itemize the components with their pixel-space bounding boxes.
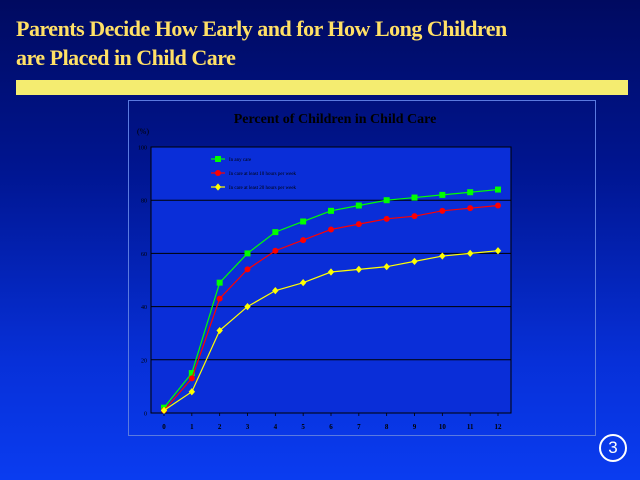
x-tick-label: 3 bbox=[246, 423, 250, 431]
data-point-s1-10 bbox=[439, 207, 446, 214]
x-tick-label: 6 bbox=[329, 423, 333, 431]
data-point-s2-0 bbox=[160, 406, 168, 414]
plot-background bbox=[150, 146, 512, 414]
x-tick-label: 1 bbox=[190, 423, 194, 431]
data-point-s0-6 bbox=[328, 207, 334, 214]
x-tick-label: 5 bbox=[301, 423, 305, 431]
y-tick-label: 0 bbox=[144, 412, 147, 418]
legend-marker-0 bbox=[215, 156, 221, 162]
legend-label-2: In care at least 20 hours per week bbox=[229, 186, 297, 191]
line-chart: Percent of Children in Child Care (%) 0 2… bbox=[137, 112, 512, 431]
data-point-s0-7 bbox=[355, 202, 362, 209]
data-point-s2-12 bbox=[494, 247, 502, 255]
chart-frame: Percent of Children in Child Care (%) 0 2… bbox=[128, 100, 596, 436]
x-tick-label: 11 bbox=[467, 423, 474, 431]
data-point-s0-9 bbox=[411, 194, 418, 201]
data-point-s1-6 bbox=[328, 226, 334, 233]
title-underline-bar bbox=[16, 80, 628, 95]
data-point-s1-1 bbox=[188, 375, 195, 382]
chart-title: Percent of Children in Child Care bbox=[234, 112, 437, 127]
y-axis-label: (%) bbox=[137, 127, 149, 136]
data-point-s0-8 bbox=[383, 197, 390, 204]
legend-marker-1 bbox=[215, 170, 221, 176]
data-point-s1-5 bbox=[300, 237, 307, 244]
legend-marker-2 bbox=[214, 183, 222, 191]
y-tick-label: 60 bbox=[141, 252, 147, 258]
data-point-s1-7 bbox=[355, 221, 362, 228]
x-tick-label: 9 bbox=[413, 423, 417, 431]
x-tick-label: 12 bbox=[495, 423, 503, 431]
data-point-s0-4 bbox=[272, 229, 279, 236]
slide-title: Parents Decide How Early and for How Lon… bbox=[16, 14, 616, 72]
data-point-s0-3 bbox=[244, 250, 251, 257]
data-point-s2-11 bbox=[466, 249, 474, 257]
y-tick-label: 100 bbox=[138, 146, 147, 152]
x-tick-label: 2 bbox=[218, 423, 222, 431]
x-tick-label: 8 bbox=[385, 423, 389, 431]
data-point-s2-9 bbox=[411, 257, 418, 265]
data-point-s0-5 bbox=[300, 218, 307, 225]
y-tick-label: 80 bbox=[141, 199, 147, 205]
data-point-s0-12 bbox=[495, 186, 501, 193]
data-point-s0-11 bbox=[467, 189, 474, 196]
data-point-s0-1 bbox=[188, 370, 195, 377]
slide-title-line-1: Parents Decide How Early and for How Lon… bbox=[16, 16, 507, 41]
data-point-s1-8 bbox=[383, 215, 390, 222]
x-tick-label: 0 bbox=[162, 423, 166, 431]
data-point-s2-6 bbox=[327, 268, 335, 276]
legend-label-1: In care at least 10 hours per week bbox=[229, 172, 297, 177]
data-point-s1-11 bbox=[467, 205, 474, 212]
data-point-s1-4 bbox=[272, 247, 279, 254]
data-point-s2-1 bbox=[188, 388, 196, 396]
legend-label-0: In any care bbox=[229, 158, 252, 163]
y-tick-label: 40 bbox=[141, 305, 147, 311]
data-point-s1-9 bbox=[411, 213, 418, 220]
y-tick-label: 20 bbox=[141, 358, 147, 364]
slide-title-line-2: are Placed in Child Care bbox=[16, 45, 236, 70]
data-point-s2-8 bbox=[383, 263, 390, 271]
data-point-s0-2 bbox=[216, 279, 223, 286]
page-number-badge: 3 bbox=[599, 434, 627, 462]
x-tick-label: 7 bbox=[357, 423, 361, 431]
data-point-s1-12 bbox=[495, 202, 501, 209]
x-tick-label: 10 bbox=[439, 423, 447, 431]
x-tick-label: 4 bbox=[274, 423, 278, 431]
data-point-s0-10 bbox=[439, 191, 446, 198]
data-point-s1-3 bbox=[244, 266, 251, 273]
data-point-s1-2 bbox=[216, 295, 223, 302]
